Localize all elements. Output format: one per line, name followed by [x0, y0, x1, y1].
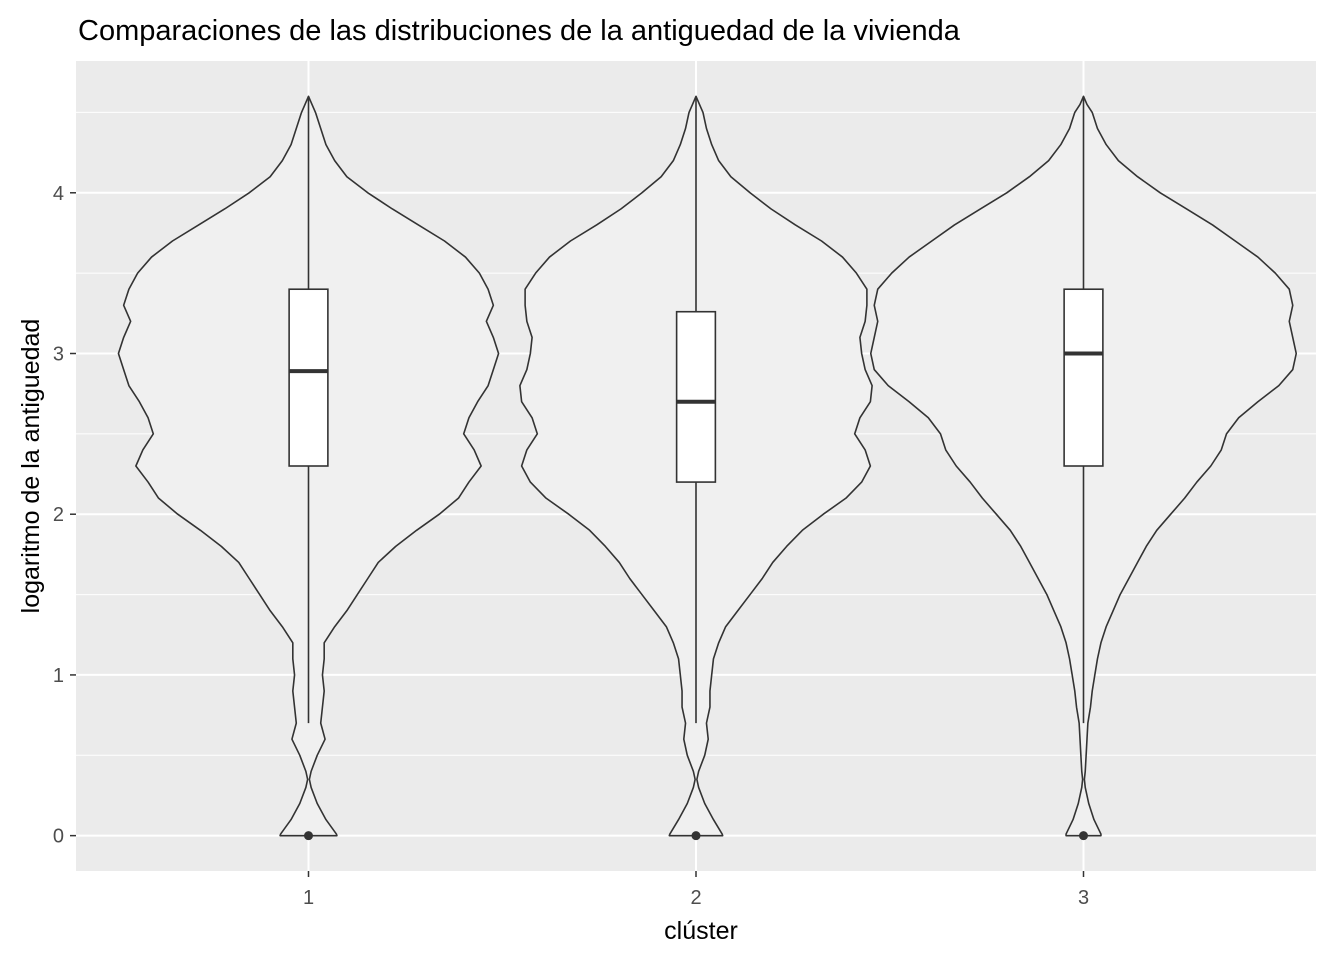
x-tick-label: 2: [690, 887, 701, 909]
chart-title: Comparaciones de las distribuciones de l…: [78, 15, 961, 47]
y-tick-label: 3: [53, 344, 64, 366]
violin-group-1: [117, 95, 500, 841]
outlier-point: [691, 831, 701, 841]
y-tick-label: 0: [53, 826, 64, 848]
y-axis-ticks: 0 1 2 3 4: [53, 183, 76, 848]
y-axis-title: logaritmo de la antiguedad: [17, 319, 45, 614]
x-axis-title: clúster: [664, 917, 738, 945]
y-tick-label: 1: [53, 665, 64, 687]
x-tick-label: 3: [1078, 887, 1089, 909]
outlier-point: [304, 831, 313, 841]
violin-group-3: [869, 95, 1298, 841]
box-iqr: [288, 288, 329, 467]
box-iqr: [675, 310, 717, 483]
x-axis-ticks: 1 2 3: [303, 871, 1089, 909]
box-iqr: [1063, 288, 1104, 467]
violin-group-2: [519, 95, 873, 841]
violins: [117, 95, 1298, 841]
y-tick-label: 4: [53, 183, 64, 205]
x-tick-label: 1: [303, 887, 314, 909]
outlier-point: [1079, 831, 1088, 841]
y-tick-label: 2: [53, 504, 64, 526]
